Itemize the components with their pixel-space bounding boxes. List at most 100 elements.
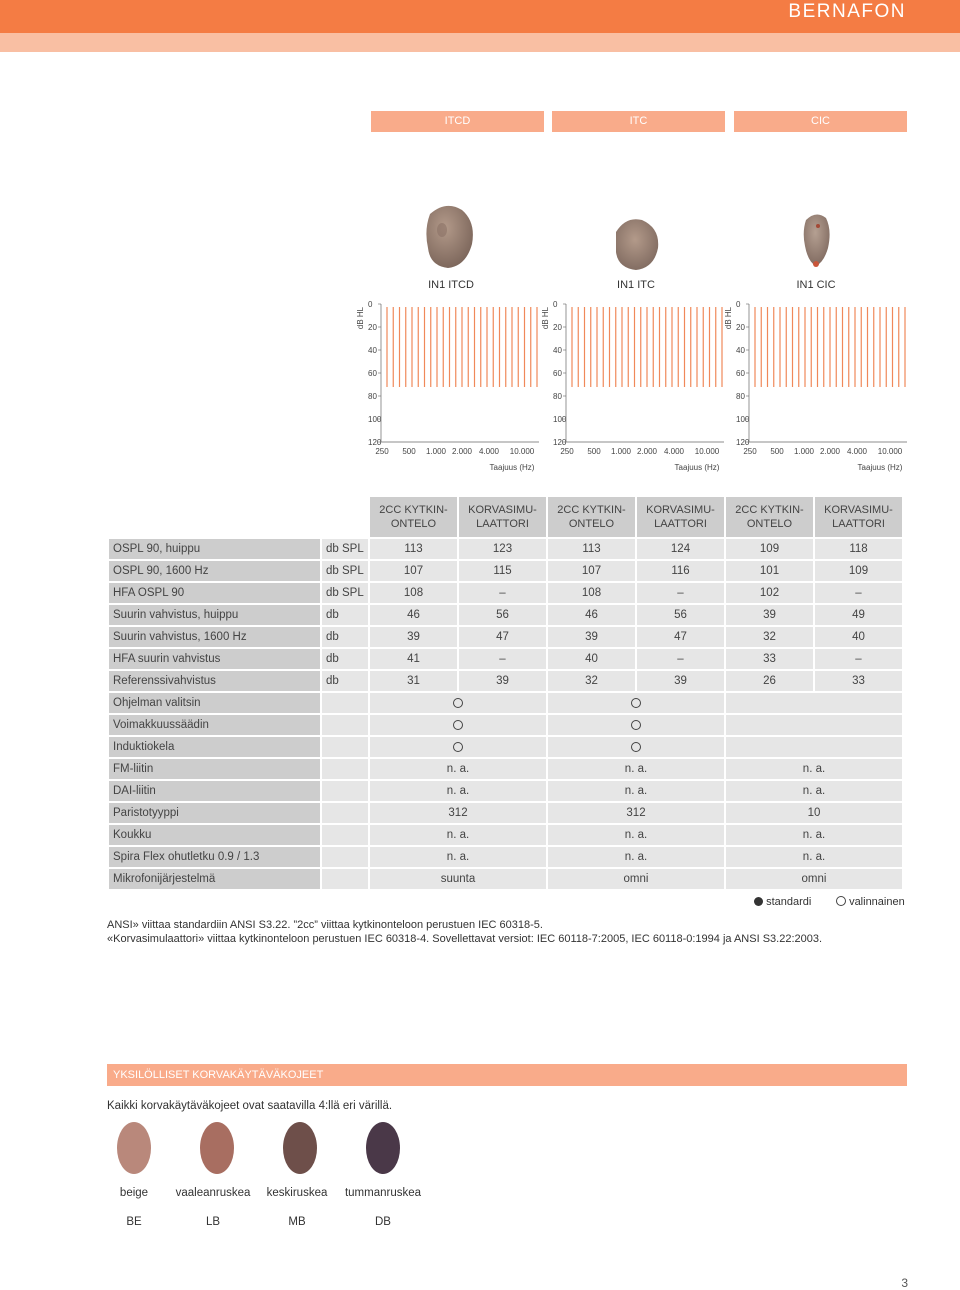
table-row: Koukku n. a. n. a. n. a. xyxy=(109,825,902,845)
value-cell: 40 xyxy=(815,627,902,647)
column-header-line: 2CC KYTKIN- xyxy=(557,504,626,516)
row-unit: db SPL xyxy=(322,583,368,603)
open-circle-icon xyxy=(836,896,846,906)
row-label: FM-liitin xyxy=(109,759,320,779)
value-cell: 118 xyxy=(815,539,902,559)
row-unit: db xyxy=(322,671,368,691)
value-cell: 312 xyxy=(370,803,546,823)
value-cell: n. a. xyxy=(726,759,902,779)
row-label: OSPL 90, 1600 Hz xyxy=(109,561,320,581)
value-cell: – xyxy=(637,649,724,669)
value-cell: – xyxy=(815,583,902,603)
y-axis-label: dB HL xyxy=(724,306,733,329)
x-tick-label: 250 xyxy=(743,447,757,456)
row-label: Spira Flex ohutletku 0.9 / 1.3 xyxy=(109,847,320,867)
column-header-line: KORVASIMU- xyxy=(824,504,893,516)
table-row: FM-liitin n. a. n. a. n. a. xyxy=(109,759,902,779)
swatch-dark-brown xyxy=(366,1122,400,1174)
value-cell: 46 xyxy=(548,605,635,625)
swatch-beige xyxy=(117,1122,151,1174)
legend-optional: valinnainen xyxy=(836,896,905,908)
legend-optional-label: valinnainen xyxy=(849,896,905,908)
table-row: OSPL 90, 1600 Hz db SPL 107 115 107 116 101 109 xyxy=(109,561,902,581)
value-cell xyxy=(726,693,902,713)
row-unit: db xyxy=(322,605,368,625)
x-tick-label: 1.000 xyxy=(426,447,447,456)
row-unit xyxy=(322,803,368,823)
x-axis-label: Taajuus (Hz) xyxy=(675,463,720,472)
swatch-code-dark-brown: DB xyxy=(375,1216,391,1228)
value-cell xyxy=(726,715,902,735)
value-cell: 56 xyxy=(459,605,546,625)
swatch-code-medium-brown: MB xyxy=(288,1216,306,1228)
table-row: Suurin vahvistus, huippu db 46 56 46 56 39 49 xyxy=(109,605,902,625)
table-row: HFA suurin vahvistus db 41–40–33– xyxy=(109,649,902,669)
value-cell: omni xyxy=(548,869,724,889)
column-header: 2CC KYTKIN- ONTELO xyxy=(726,497,813,537)
y-tick-label: 40 xyxy=(368,346,377,355)
table-row: Spira Flex ohutletku 0.9 / 1.3 n. a. n. a.… xyxy=(109,847,902,867)
value-cell: – xyxy=(459,583,546,603)
colors-intro: Kaikki korvakäytäväkojeet ovat saatavill… xyxy=(107,1100,393,1112)
value-cell xyxy=(370,693,546,713)
itcd-device-image xyxy=(426,205,473,268)
value-cell: n. a. xyxy=(370,847,546,867)
value-cell: 10 xyxy=(726,803,902,823)
x-tick-label: 2.000 xyxy=(637,447,658,456)
footnote-ansi: ANSI» viittaa standardiin ANSI S3.22. ”2… xyxy=(107,919,543,931)
value-cell: n. a. xyxy=(548,825,724,845)
optional-circle-icon xyxy=(453,741,463,752)
table-row: OSPL 90, huippu db SPL 113 123 113 124 109 118 xyxy=(109,539,902,559)
x-tick-label: 10.000 xyxy=(695,447,720,456)
y-tick-label: 0 xyxy=(736,300,741,309)
value-cell: 113 xyxy=(548,539,635,559)
column-header-line: LAATTORI xyxy=(476,518,529,530)
column-header: 2CC KYTKIN- ONTELO xyxy=(370,497,457,537)
y-tick-label: 80 xyxy=(736,392,745,401)
row-unit xyxy=(322,869,368,889)
swatch-name-medium-brown: keskiruskea xyxy=(266,1187,328,1199)
value-cell: 113 xyxy=(370,539,457,559)
y-tick-label: 100 xyxy=(736,415,750,424)
y-tick-label: 40 xyxy=(553,346,562,355)
y-tick-label: 0 xyxy=(368,300,373,309)
value-cell: 108 xyxy=(548,583,635,603)
y-tick-label: 20 xyxy=(553,323,562,332)
table-row: Paristotyyppi 312 312 10 xyxy=(109,803,902,823)
x-tick-label: 10.000 xyxy=(510,447,535,456)
y-tick-label: 80 xyxy=(553,392,562,401)
row-label: Koukku xyxy=(109,825,320,845)
audiogram-itc: dB HL 0 20 40 60 80 100 120 250 500 1.000 2.000 4.00… xyxy=(537,296,727,481)
row-unit xyxy=(322,825,368,845)
value-cell: n. a. xyxy=(548,759,724,779)
value-cell xyxy=(370,715,546,735)
x-tick-label: 500 xyxy=(770,447,784,456)
value-cell: n. a. xyxy=(370,825,546,845)
legend-standard: standardi xyxy=(754,896,811,908)
value-cell: 39 xyxy=(370,627,457,647)
row-unit xyxy=(322,715,368,735)
y-tick-label: 60 xyxy=(553,369,562,378)
column-header-line: ONTELO xyxy=(568,518,615,530)
value-cell: 56 xyxy=(637,605,724,625)
y-tick-label: 40 xyxy=(736,346,745,355)
value-cell: 41 xyxy=(370,649,457,669)
y-tick-label: 100 xyxy=(368,415,382,424)
value-cell: 39 xyxy=(637,671,724,691)
value-cell: 40 xyxy=(548,649,635,669)
swatch-medium-brown xyxy=(283,1122,317,1174)
value-cell: suunta xyxy=(370,869,546,889)
value-cell: 107 xyxy=(370,561,457,581)
column-header-line: ONTELO xyxy=(746,518,793,530)
value-cell: 33 xyxy=(815,671,902,691)
value-cell xyxy=(548,737,724,757)
value-cell: n. a. xyxy=(548,781,724,801)
optional-circle-icon xyxy=(631,741,641,752)
value-cell: n. a. xyxy=(726,847,902,867)
row-label: DAI-liitin xyxy=(109,781,320,801)
x-axis-label: Taajuus (Hz) xyxy=(858,463,903,472)
value-cell: 115 xyxy=(459,561,546,581)
table-row: DAI-liitin n. a. n. a. n. a. xyxy=(109,781,902,801)
value-cell: 101 xyxy=(726,561,813,581)
